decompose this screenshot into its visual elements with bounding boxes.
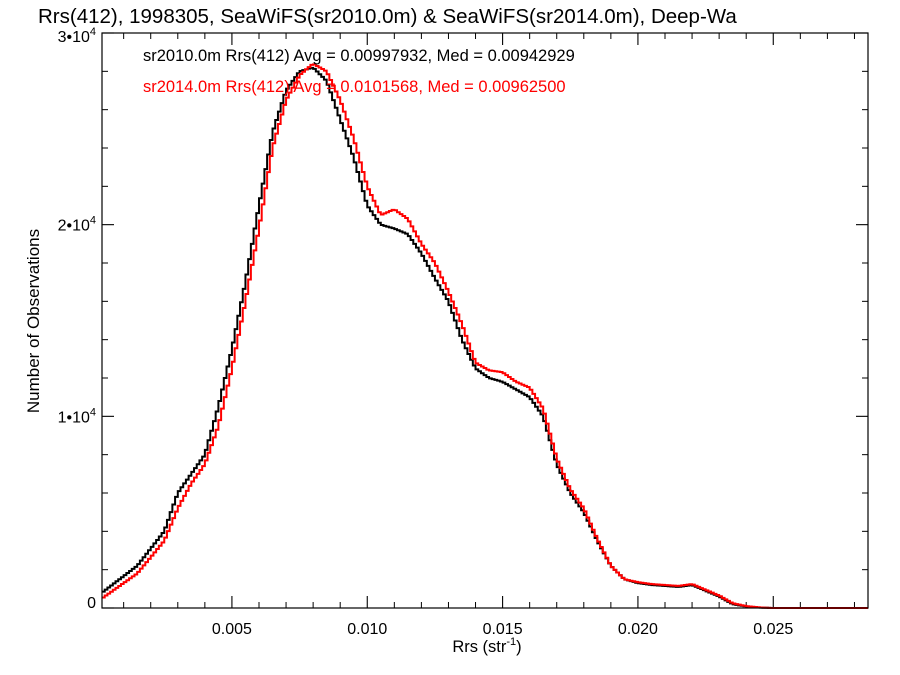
x-tick-label: 0.005 xyxy=(212,621,252,638)
y-tick-label: 2•104 xyxy=(58,215,96,235)
plot-frame xyxy=(101,32,869,609)
y-tick-label-exponent: 4 xyxy=(90,215,96,227)
y-tick-label: 3•104 xyxy=(58,26,96,46)
y-tick-label: 0 xyxy=(87,595,96,612)
y-axis-label: Number of Observations xyxy=(24,229,43,413)
y-tick-label-base: 0 xyxy=(87,595,96,612)
x-axis-label-sup: -1 xyxy=(506,636,516,648)
y-tick-label-exponent: 4 xyxy=(90,406,96,418)
legend-entry-sr2010: sr2010.0m Rrs(412) Avg = 0.00997932, Med… xyxy=(143,47,575,65)
y-tick-label-base: 1•10 xyxy=(58,409,90,426)
legend-entry-sr2014: sr2014.0m Rrs(412) Avg = 0.0101568, Med … xyxy=(143,78,566,96)
y-tick-label-base: 2•10 xyxy=(58,218,90,235)
x-tick-label: 0.020 xyxy=(618,621,658,638)
series-sr2010-line xyxy=(102,66,868,609)
x-axis-label-main: Rrs (str xyxy=(452,638,507,656)
y-tick-label-base: 3•10 xyxy=(58,29,90,46)
x-axis-label: Rrs (str-1) xyxy=(452,636,521,656)
y-tick-label-exponent: 4 xyxy=(90,26,96,38)
y-tick-label: 1•104 xyxy=(58,406,96,426)
series-sr2014-line xyxy=(102,63,868,609)
x-axis-label-end: ) xyxy=(516,638,522,656)
x-tick-label: 0.010 xyxy=(347,621,387,638)
chart-title: Rrs(412), 1998305, SeaWiFS(sr2010.0m) & … xyxy=(38,5,737,28)
x-tick-label: 0.025 xyxy=(753,621,793,638)
x-tick-label: 0.015 xyxy=(483,621,523,638)
